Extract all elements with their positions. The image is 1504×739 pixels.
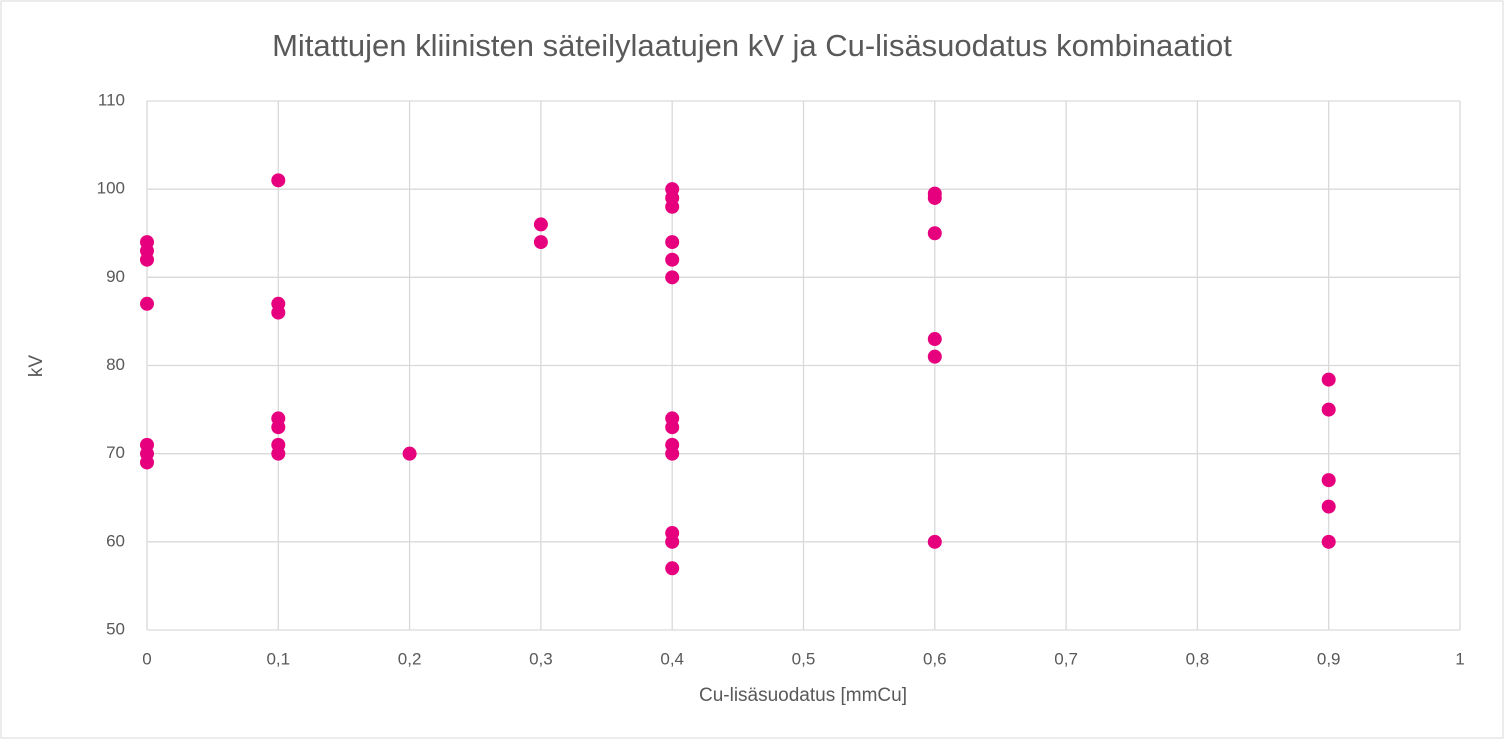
x-tick-label: 0,4	[660, 649, 684, 668]
point	[927, 534, 942, 549]
y-tick-label: 60	[106, 531, 125, 550]
x-axis-label: Cu-lisäsuodatus [mmCu]	[699, 685, 907, 706]
point	[927, 190, 942, 205]
x-tick-label: 0,2	[398, 649, 422, 668]
point	[1321, 372, 1336, 387]
point	[665, 561, 680, 576]
point	[271, 173, 286, 188]
point	[927, 332, 942, 347]
point	[1321, 534, 1336, 549]
y-tick-label: 90	[106, 267, 125, 286]
point	[140, 455, 154, 470]
x-tick-label: 0,5	[792, 649, 816, 668]
point	[533, 235, 548, 250]
y-tick-label: 50	[106, 619, 125, 638]
chart-title: Mitattujen kliinisten säteilylaatujen kV…	[272, 28, 1232, 63]
y-tick-label: 110	[98, 90, 125, 109]
point	[140, 252, 154, 267]
point	[665, 199, 680, 214]
point	[1321, 473, 1336, 488]
x-tick-label: 0,6	[923, 649, 947, 668]
y-tick-label: 70	[106, 443, 125, 462]
x-tick-label: 0	[142, 649, 151, 668]
x-tick-label: 0,8	[1186, 649, 1210, 668]
point	[665, 534, 680, 549]
y-tick-label: 80	[106, 355, 125, 374]
point	[402, 446, 417, 461]
point	[271, 420, 286, 435]
point	[927, 349, 942, 364]
x-tick-label: 0,7	[1054, 649, 1078, 668]
x-tick-label: 0,9	[1317, 649, 1341, 668]
point	[1321, 499, 1336, 514]
point	[271, 446, 286, 461]
point	[665, 270, 680, 285]
point	[927, 226, 942, 241]
point	[140, 296, 154, 311]
y-axis-label: kV	[26, 355, 47, 378]
point	[665, 446, 680, 461]
point	[533, 217, 548, 232]
x-tick-label: 1	[1455, 649, 1464, 668]
point	[1321, 402, 1336, 417]
x-tick-label: 0,1	[266, 649, 290, 668]
point	[665, 252, 680, 267]
point	[665, 420, 680, 435]
point	[271, 305, 286, 320]
point	[665, 235, 680, 250]
y-tick-label: 100	[97, 179, 125, 198]
x-tick-label: 0,3	[529, 649, 553, 668]
